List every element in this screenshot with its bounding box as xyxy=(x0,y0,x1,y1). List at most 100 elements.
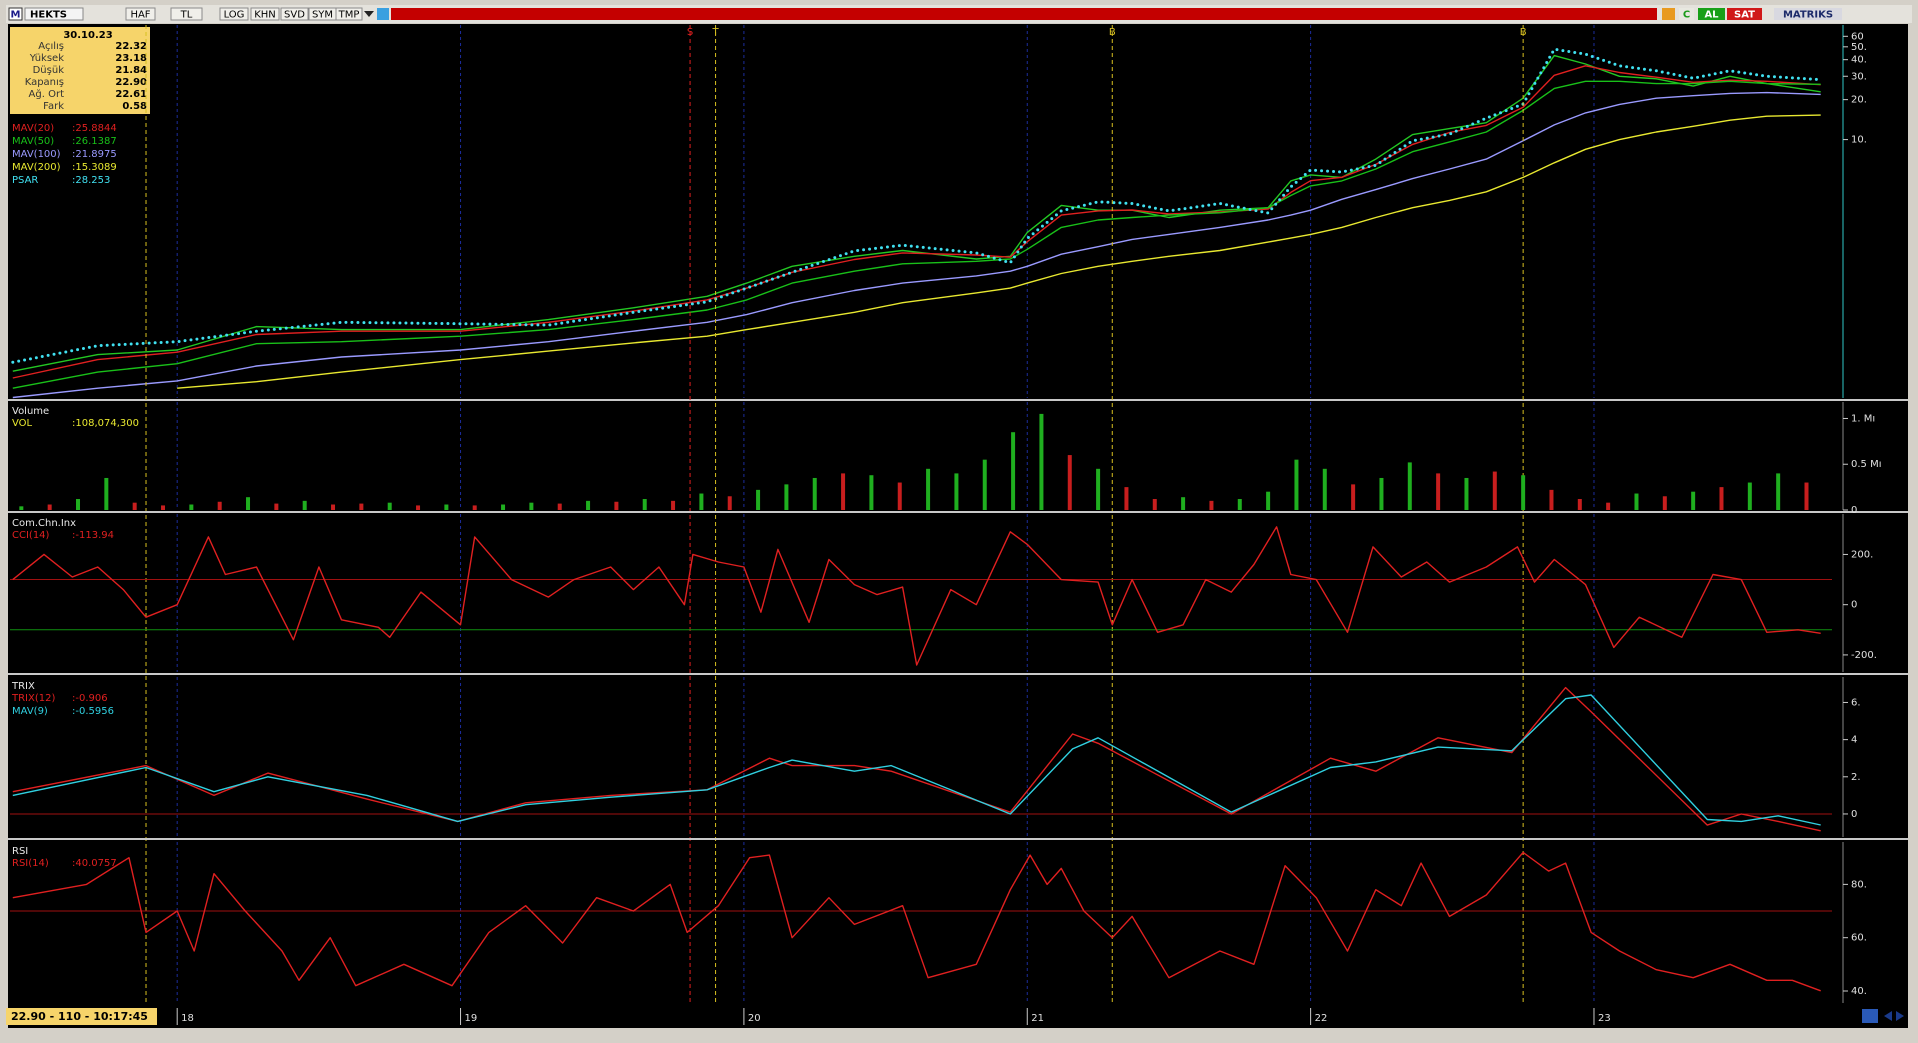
trade-button-label[interactable]: SAT xyxy=(1734,10,1755,21)
scroll-left[interactable] xyxy=(1884,1011,1892,1021)
legend-value: :-113.94 xyxy=(72,530,114,541)
logo-box[interactable] xyxy=(8,7,23,21)
legend-name: MAV(20) xyxy=(12,123,54,134)
trade-button[interactable] xyxy=(1698,8,1725,20)
volume-bar xyxy=(189,504,194,510)
volume-bar xyxy=(1152,499,1157,510)
legend-name: MAV(100) xyxy=(12,149,61,160)
series-line xyxy=(12,686,1821,832)
dropdown-button[interactable] xyxy=(364,11,374,17)
volume-bar xyxy=(1124,487,1129,510)
y-tick-label: 4 xyxy=(1851,735,1857,746)
y-tick-label: 0 xyxy=(1851,505,1857,516)
volume-bar xyxy=(274,503,279,510)
panel-title: Com.Chn.Inx xyxy=(12,518,76,529)
toolbar-button[interactable] xyxy=(125,7,156,21)
toolbar-button-label[interactable]: SYM xyxy=(312,10,333,21)
legend-name: MAV(200) xyxy=(12,162,61,173)
volume-bar xyxy=(586,500,591,510)
y-tick-label: 6. xyxy=(1851,697,1861,708)
info-label: Düşük xyxy=(33,65,65,76)
y-tick-label: 80. xyxy=(1851,879,1867,890)
volume-bar xyxy=(1294,459,1299,510)
series-line xyxy=(177,114,1821,389)
volume-bar xyxy=(727,496,732,510)
volume-bar xyxy=(217,501,222,510)
info-value: 0.58 xyxy=(122,101,147,112)
volume-bar xyxy=(472,505,477,510)
volume-bar xyxy=(104,477,109,510)
series-line xyxy=(12,65,1821,379)
x-tick-label: 22 xyxy=(1315,1013,1328,1024)
trade-button[interactable] xyxy=(1727,8,1762,20)
toolbar-button-label[interactable]: TMP xyxy=(338,10,360,21)
trade-button-label[interactable]: C xyxy=(1683,10,1690,21)
x-tick-label: 21 xyxy=(1031,1013,1044,1024)
legend-value: :25.8844 xyxy=(72,123,117,134)
volume-bar xyxy=(671,500,676,510)
legend-name: CCI(14) xyxy=(12,530,50,541)
y-tick-label: 2. xyxy=(1851,772,1861,783)
legend-name: VOL xyxy=(12,418,33,429)
volume-bar xyxy=(132,502,137,510)
volume-bar xyxy=(614,501,619,510)
volume-bar xyxy=(76,499,81,510)
volume-bar xyxy=(1039,413,1044,510)
toolbar-button[interactable] xyxy=(335,7,363,21)
legend-name: MAV(9) xyxy=(12,706,48,717)
volume-bar xyxy=(444,504,449,510)
y-tick-label: 60 xyxy=(1851,31,1864,42)
series-line xyxy=(12,526,1821,666)
toolbar-button-label[interactable]: LOG xyxy=(224,10,245,21)
volume-bar xyxy=(1521,475,1526,510)
logo[interactable]: M xyxy=(11,10,21,21)
scroll-right[interactable] xyxy=(1896,1011,1904,1021)
volume-bar xyxy=(1266,491,1271,510)
x-tick-label: 20 xyxy=(748,1013,761,1024)
volume-bar xyxy=(359,503,364,510)
toolbar-button-label[interactable]: KHN xyxy=(254,10,276,21)
panel-title: Volume xyxy=(12,406,49,417)
volume-bar xyxy=(1096,468,1101,510)
volume-bar xyxy=(1634,493,1639,510)
volume-bar xyxy=(1492,471,1497,510)
toolbar-button[interactable] xyxy=(250,7,280,21)
volume-bar xyxy=(1209,500,1214,510)
volume-bar xyxy=(47,504,52,510)
toolbar-button-label[interactable]: SVD xyxy=(284,10,305,21)
toolbar-button-label[interactable]: TL xyxy=(180,10,193,21)
volume-bar xyxy=(1351,484,1356,510)
legend-name: RSI(14) xyxy=(12,858,49,869)
toolbar-button[interactable] xyxy=(219,7,249,21)
volume-bar xyxy=(812,477,817,510)
volume-bar xyxy=(1804,482,1809,510)
volume-bar xyxy=(1577,499,1582,510)
volume-bar xyxy=(416,505,421,510)
volume-bar xyxy=(699,493,704,510)
trade-button[interactable] xyxy=(1679,8,1694,20)
tool-icon[interactable] xyxy=(1662,8,1675,20)
volume-bar xyxy=(246,497,251,510)
volume-bar xyxy=(1691,491,1696,510)
toolbar-strip xyxy=(391,8,1657,20)
symbol-box[interactable] xyxy=(24,7,84,21)
toolbar-button-label[interactable]: HAF xyxy=(130,10,150,21)
brand-box xyxy=(1774,8,1842,20)
y-tick-label: 60. xyxy=(1851,933,1867,944)
volume-bar xyxy=(926,468,931,510)
volume-bar xyxy=(1747,482,1752,510)
share-button[interactable] xyxy=(377,8,389,20)
legend-name: MAV(50) xyxy=(12,136,54,147)
y-tick-label: 0 xyxy=(1851,600,1857,611)
toolbar-button[interactable] xyxy=(280,7,309,21)
toolbar-button[interactable] xyxy=(170,7,203,21)
refresh-button[interactable] xyxy=(1862,1009,1878,1023)
info-value: 23.18 xyxy=(115,53,147,64)
volume-bar xyxy=(1011,432,1016,510)
trade-button-label[interactable]: AL xyxy=(1704,10,1719,21)
volume-bar xyxy=(1181,497,1186,510)
info-label: Fark xyxy=(43,101,64,112)
symbol[interactable]: HEKTS xyxy=(30,10,67,21)
legend-value: :40.0757 xyxy=(72,858,117,869)
